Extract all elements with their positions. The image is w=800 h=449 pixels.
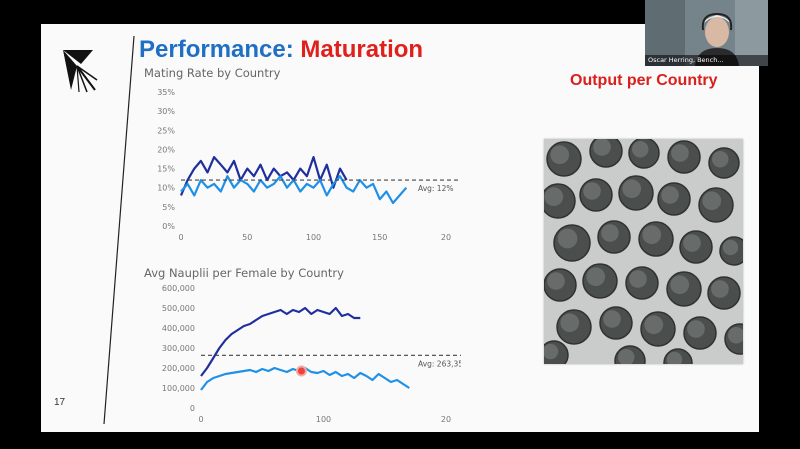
mating-y-tick-label: 0%: [162, 222, 175, 231]
mating-average-label: Avg: 12%: [418, 184, 453, 193]
nauplii-chart: 0 100,000 200,000 300,000 400,000 500,000 600,…: [162, 284, 461, 422]
slide-title-part1: Performance:: [139, 36, 294, 63]
nauplii-y-tick-label: 400,000: [162, 324, 195, 333]
nauplii-series-line-1: [200, 306, 361, 377]
nauplii-chart-title: Avg Nauplii per Female by Country: [144, 266, 344, 280]
nauplii-y-tick-label: 200,000: [162, 364, 195, 373]
output-per-country-title: Output per Country: [570, 72, 718, 89]
nauplii-x-tick-label: 0: [198, 415, 203, 422]
mating-y-tick-label: 15%: [157, 165, 175, 174]
company-logo: [63, 50, 98, 93]
diagonal-divider: [103, 35, 135, 425]
nauplii-y-tick-label: 300,000: [162, 344, 195, 353]
nauplii-y-tick-label: 500,000: [162, 304, 195, 313]
nauplii-average-label: Avg: 263,353: [418, 359, 461, 368]
nauplii-eggs-photo: [544, 139, 743, 364]
mating-x-tick-label: 50: [242, 233, 252, 240]
mating-rate-chart: 0% 5% 10% 15% 20% 25% 30% 35% 0 50 100 150 20 Avg: 12…: [157, 88, 461, 240]
nauplii-y-tick-label: 0: [190, 404, 195, 413]
presenter-name: Oscar Herring, Bench...: [645, 55, 768, 66]
mating-x-tick-label: 20: [441, 233, 451, 240]
mating-series-line-1: [179, 155, 348, 196]
nauplii-y-tick-label: 100,000: [162, 384, 195, 393]
mating-chart-title: Mating Rate by Country: [144, 66, 281, 80]
mating-y-tick-label: 20%: [157, 145, 175, 154]
mating-x-tick-label: 0: [178, 233, 183, 240]
nauplii-highlight-point: [295, 365, 307, 377]
nauplii-x-tick-label: 100: [316, 415, 331, 422]
mating-x-tick-label: 150: [372, 233, 387, 240]
slide-title-part2: Maturation: [300, 36, 424, 63]
mating-y-tick-label: 10%: [157, 184, 175, 193]
webcam-thumbnail[interactable]: Oscar Herring, Bench...: [645, 0, 768, 66]
mating-x-tick-label: 100: [306, 233, 321, 240]
slide: Performance: Maturation Mating Rate by C…: [41, 24, 759, 432]
nauplii-x-tick-label: 20: [441, 415, 451, 422]
mating-y-tick-label: 25%: [157, 126, 175, 135]
slide-number: 17: [54, 397, 66, 408]
mating-y-tick-label: 30%: [157, 107, 175, 116]
nauplii-y-tick-label: 600,000: [162, 284, 195, 293]
mating-y-tick-label: 35%: [157, 88, 175, 97]
slide-title: Performance: Maturation: [139, 36, 423, 64]
mating-y-tick-label: 5%: [162, 203, 175, 212]
